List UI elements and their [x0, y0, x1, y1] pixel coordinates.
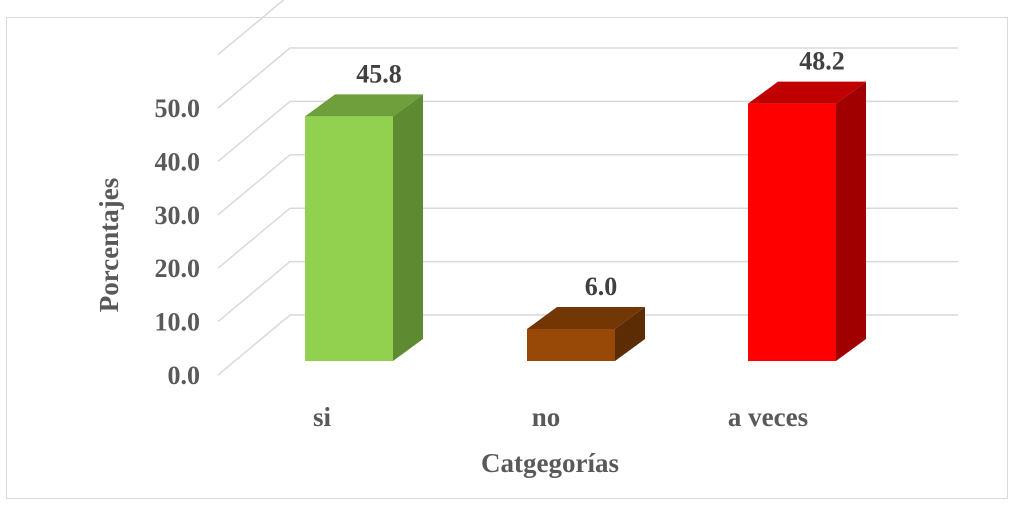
gridline-diagonal [217, 100, 291, 162]
bar-front [305, 116, 393, 361]
gridline-diagonal [217, 0, 285, 56]
gridline-diagonal [217, 314, 291, 376]
data-label: 6.0 [585, 272, 618, 301]
y-tick-label: 10.0 [155, 308, 201, 337]
bar-si [305, 94, 423, 361]
bars [305, 81, 866, 361]
x-tick-labels: si no a veces [313, 402, 808, 432]
bar-side [836, 81, 866, 361]
bar-front [527, 328, 615, 361]
gridline-diagonal [217, 207, 291, 269]
bar-side [615, 306, 645, 361]
gridline-diagonal [217, 261, 291, 323]
data-label: 48.2 [799, 47, 845, 76]
bar-side [393, 94, 423, 361]
bar-top [748, 81, 866, 104]
y-axis-title: Porcentajes [94, 178, 124, 312]
x-tick-label: a veces [728, 402, 808, 432]
bar-no [527, 306, 645, 361]
bar-a-veces [748, 81, 866, 361]
x-axis-title: Catgegorías [481, 448, 619, 478]
y-tick-label: 40.0 [155, 147, 201, 176]
data-labels: 45.8 6.0 48.2 [356, 47, 845, 301]
bar-top [527, 306, 645, 329]
y-tick-label: 30.0 [155, 201, 201, 230]
y-tick-label: 50.0 [155, 94, 201, 123]
bar-front [748, 103, 836, 361]
x-tick-label: no [532, 402, 561, 432]
y-tick-labels: 0.0 10.0 20.0 30.0 40.0 50.0 [155, 94, 201, 390]
gridline-diagonal [217, 47, 291, 109]
y-tick-label: 0.0 [168, 361, 201, 390]
gridline-diagonal [217, 154, 291, 216]
data-label: 45.8 [356, 59, 402, 88]
y-tick-label: 20.0 [155, 254, 201, 283]
bar-top [305, 94, 423, 117]
x-tick-label: si [313, 402, 332, 432]
